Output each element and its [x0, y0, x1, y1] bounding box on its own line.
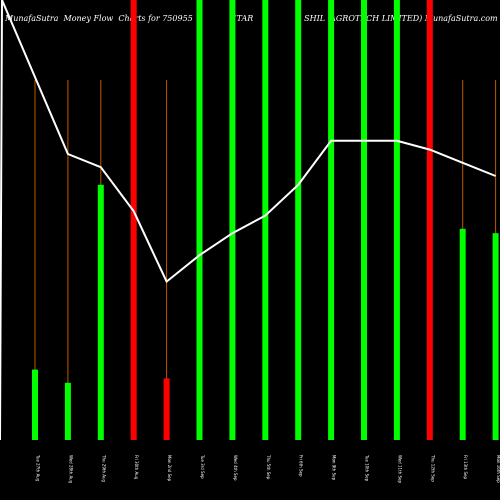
bar: [459, 228, 466, 440]
x-tick-label: Mon 16th Sep: [496, 455, 500, 483]
bar: [492, 233, 499, 440]
x-tick-label: Tue 3rd Sep: [200, 454, 205, 479]
x-tick-label: Fri 13th Sep: [463, 455, 468, 480]
bar: [64, 382, 71, 440]
x-tick-label: Thu 5th Sep: [266, 454, 271, 480]
x-tick-label: Mon 2nd Sep: [167, 455, 172, 482]
x-tick-label: Thu 12th Sep: [430, 454, 435, 482]
x-tick-label: Wed 11th Sep: [397, 455, 402, 483]
x-tick-label: Tue 27th Aug: [36, 454, 41, 482]
bar: [229, 0, 236, 440]
bar: [426, 0, 433, 440]
bar: [32, 369, 38, 440]
bar: [262, 0, 269, 440]
x-tick-label: Mon 9th Sep: [332, 455, 337, 481]
x-tick-label: Tue 10th Sep: [365, 454, 370, 482]
x-tick-label: Wed 28th Aug: [68, 455, 73, 484]
bar: [163, 378, 170, 440]
bar: [130, 0, 137, 440]
bar: [295, 0, 302, 440]
bar: [97, 184, 104, 440]
bar: [196, 0, 203, 440]
flow-line: [0, 0, 496, 441]
x-tick-label: Fri 30th Aug: [134, 455, 139, 480]
x-tick-label: Wed 4th Sep: [233, 455, 238, 481]
bar: [361, 0, 367, 440]
bar: [328, 0, 335, 440]
bar: [393, 0, 400, 440]
x-tick-label: Thu 29th Aug: [101, 454, 106, 483]
x-tick-label: Fri 6th Sep: [299, 455, 304, 477]
